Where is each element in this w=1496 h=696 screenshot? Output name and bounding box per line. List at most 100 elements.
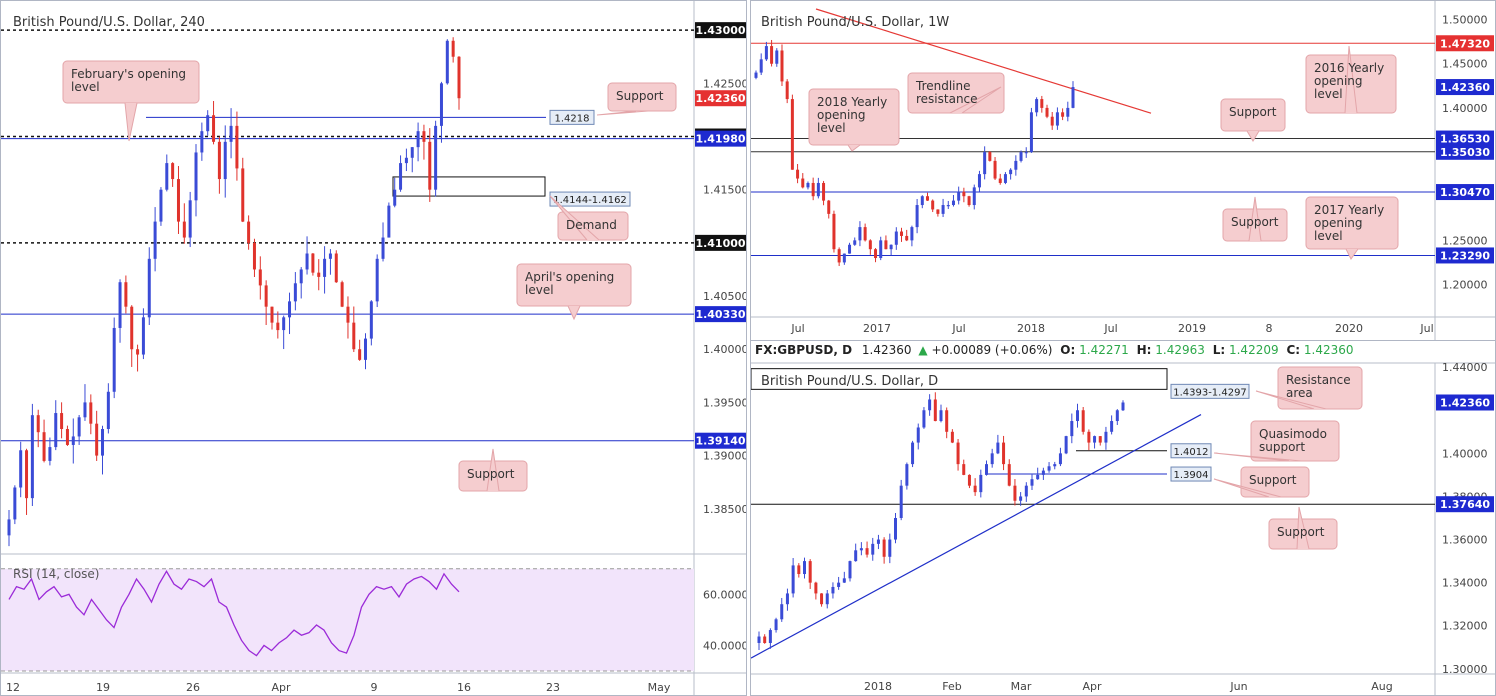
candle-body	[36, 415, 40, 433]
candle-body	[153, 221, 157, 259]
daily-close-label: C:	[1286, 343, 1300, 357]
daily-chart-panel[interactable]: 1.4393-1.4297 1.4012 1.3904 Resistance area Q…	[750, 340, 1496, 696]
callout-support-upper-pointer	[1246, 130, 1260, 142]
price-tag	[1436, 79, 1494, 96]
candle-body	[1076, 410, 1079, 422]
daily-high: 1.42963	[1155, 343, 1205, 357]
price-tag-label: 1.23290	[1440, 249, 1490, 262]
price-tag-label: 1.47320	[1440, 37, 1490, 50]
candle-body	[899, 485, 903, 518]
candle-body	[340, 282, 344, 307]
callout-february-opening-level-pointer	[124, 102, 138, 142]
callout-february-opening-level-text: February's opening	[71, 67, 186, 81]
candle-body	[979, 474, 983, 493]
candle-body	[820, 593, 824, 605]
candle-body	[334, 253, 338, 283]
candle-body	[381, 237, 385, 259]
candle-body	[1115, 410, 1119, 422]
callout-resistance-area-text: area	[1286, 386, 1313, 400]
callout-quasimodo-support-pointer	[1213, 452, 1302, 462]
candle-body	[19, 450, 23, 488]
weekly-chart-panel[interactable]: Trendline resistance 2018 Yearly opening lev…	[750, 0, 1496, 341]
daily-symbol: FX:GBPUSD, D	[755, 343, 852, 357]
x-tick-label: 2018	[1017, 322, 1045, 335]
candle-body	[894, 518, 897, 540]
level-box	[1170, 466, 1212, 482]
candle-body	[1061, 112, 1065, 117]
callout-2018-yearly-opening-pointer	[847, 144, 861, 152]
candle-body	[25, 450, 29, 499]
candle-body	[1009, 169, 1013, 175]
candle-body	[759, 59, 763, 73]
price-tag-label: 1.42360	[1440, 81, 1490, 94]
candle-body	[305, 253, 309, 270]
price-tag	[695, 22, 746, 39]
x-tick-label: Mar	[1011, 680, 1032, 693]
candle-body	[54, 413, 58, 448]
candle-body	[375, 258, 379, 302]
x-tick-label: 9	[371, 681, 378, 694]
candle-body	[101, 429, 105, 456]
candle-body	[842, 253, 846, 263]
candle-body	[428, 141, 432, 190]
candle-body	[774, 619, 778, 631]
x-tick-label: 2019	[1178, 322, 1206, 335]
candle-body	[1013, 485, 1017, 501]
candle-body	[118, 282, 122, 328]
candle-body	[77, 417, 81, 437]
candle-body	[1036, 474, 1040, 480]
callout-resistance-area-text: Resistance	[1286, 373, 1351, 387]
callout-february-opening-level-text: level	[71, 80, 100, 94]
candle-body	[827, 200, 831, 214]
daily-open: 1.42271	[1079, 343, 1129, 357]
candle-body	[264, 285, 268, 307]
candle-body	[889, 244, 893, 250]
candle-body	[1040, 99, 1044, 108]
candle-body	[1045, 107, 1049, 117]
candle-body	[13, 487, 17, 520]
candle-body	[1055, 112, 1059, 126]
candle-body	[1081, 410, 1085, 432]
demand-zone	[392, 176, 546, 197]
callout-support-mid-pointer	[1213, 478, 1282, 498]
h4-chart-panel[interactable]: 1.4218 1.4144-1.4162 February's opening lev…	[0, 0, 747, 696]
y-tick-label: 1.44000	[1442, 361, 1488, 374]
candle-body	[915, 205, 919, 228]
price-tag-label: 1.41000	[695, 237, 745, 250]
candle-body	[972, 187, 976, 206]
candle-body	[831, 586, 835, 594]
candle-body	[988, 152, 992, 161]
support-line-box	[549, 109, 595, 125]
x-tick-label: 2020	[1335, 322, 1363, 335]
candle-body	[323, 258, 327, 277]
candle-body	[182, 221, 186, 238]
price-tag-label: 1.30470	[1440, 186, 1490, 199]
candle-body	[790, 99, 794, 170]
ascending-trendline	[751, 414, 1202, 659]
candle-body	[797, 565, 801, 575]
candle-body	[806, 182, 810, 188]
x-tick-label: Jul	[1103, 322, 1117, 335]
candle-body	[825, 593, 829, 605]
candle-body	[247, 221, 251, 243]
candle-body	[1003, 174, 1007, 183]
candle-body	[42, 432, 46, 461]
candle-body	[1064, 436, 1068, 454]
candle-body	[106, 391, 110, 430]
trendline-resistance	[815, 8, 1152, 114]
callout-2016-yearly-opening-text: opening	[1314, 74, 1363, 88]
candle-body	[445, 40, 449, 84]
callout-support-upper-text: Support	[1229, 105, 1277, 119]
candle-body	[973, 485, 977, 493]
candle-body	[863, 227, 867, 241]
daily-change: +0.00089 (+0.06%)	[931, 343, 1052, 357]
x-tick-label: Jul	[1419, 322, 1433, 335]
candle-body	[311, 253, 315, 273]
candle-body	[346, 306, 350, 323]
price-tag-label: 1.39140	[695, 435, 745, 448]
daily-title: British Pound/U.S. Dollar, D	[761, 374, 938, 389]
candle-body	[1110, 421, 1114, 432]
